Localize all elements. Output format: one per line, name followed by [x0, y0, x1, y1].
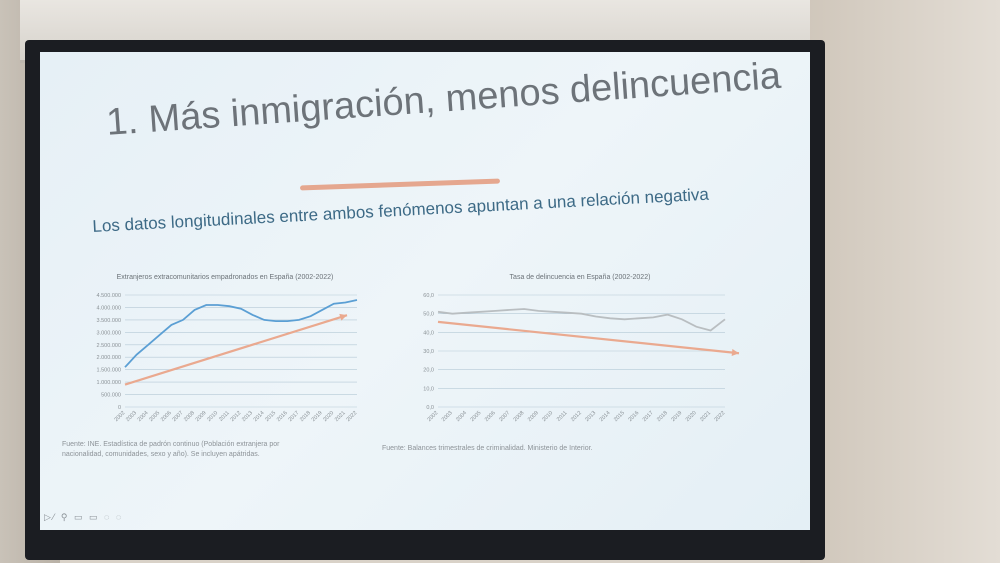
x-tick-label: 2011: [556, 410, 569, 423]
x-tick-label: 2017: [288, 410, 301, 423]
x-tick-label: 2009: [527, 410, 540, 423]
x-tick-label: 2002: [427, 410, 440, 423]
slide-subtitle: Los datos longitudinales entre ambos fen…: [92, 184, 710, 236]
x-tick-label: 2014: [599, 410, 612, 423]
chart-title: Tasa de delincuencia en España (2002-202…: [510, 274, 651, 281]
x-tick-label: 2021: [699, 410, 712, 423]
x-tick-label: 2022: [346, 410, 359, 423]
series-line: [124, 299, 358, 368]
trend-arrow: [437, 320, 740, 355]
chart-crime: Tasa de delincuencia en España (2002-202…: [400, 267, 760, 437]
x-tick-label: 2014: [253, 410, 266, 423]
x-tick-label: 2011: [218, 410, 231, 423]
x-tick-label: 2021: [334, 410, 347, 423]
chart-immigrants-svg: Extranjeros extracomunitarios empadronad…: [97, 274, 359, 423]
x-tick-label: 2018: [299, 410, 312, 423]
x-tick-label: 2020: [322, 410, 335, 423]
y-tick-label: 4.500.000: [97, 293, 121, 299]
x-tick-label: 2019: [670, 410, 683, 423]
y-tick-label: 50,0: [423, 312, 434, 318]
y-tick-label: 1.000.000: [97, 380, 121, 386]
x-tick-label: 2002: [114, 410, 127, 423]
title-underline: [299, 178, 501, 191]
x-tick-label: 2012: [570, 410, 583, 423]
presentation-slide: 1. Más inmigración, menos delincuencia L…: [40, 52, 810, 530]
x-tick-label: 2004: [455, 410, 468, 423]
x-tick-label: 2006: [484, 410, 497, 423]
y-tick-label: 0: [118, 405, 121, 411]
y-tick-label: 500.000: [101, 393, 121, 399]
x-tick-label: 2006: [160, 410, 173, 423]
y-tick-label: 3.000.000: [97, 330, 121, 336]
chart-title: Extranjeros extracomunitarios empadronad…: [117, 274, 334, 281]
y-tick-label: 4.000.000: [97, 305, 121, 311]
y-tick-label: 0,0: [426, 405, 434, 411]
chart-crime-svg: Tasa de delincuencia en España (2002-202…: [423, 274, 740, 423]
trend-arrow-head: [339, 313, 347, 321]
slide-title: 1. Más inmigración, menos delincuencia: [105, 54, 783, 144]
x-tick-label: 2013: [584, 410, 597, 423]
y-tick-label: 40,0: [423, 330, 434, 336]
x-tick-label: 2003: [441, 410, 454, 423]
x-tick-label: 2020: [685, 410, 698, 423]
x-tick-label: 2009: [195, 410, 208, 423]
x-tick-label: 2003: [125, 410, 138, 423]
x-tick-label: 2004: [137, 410, 150, 423]
chart-crime-source: Fuente: Balances trimestrales de crimina…: [382, 445, 593, 452]
x-tick-label: 2013: [241, 410, 254, 423]
x-tick-label: 2005: [148, 410, 161, 423]
y-tick-label: 2.500.000: [97, 343, 121, 349]
y-tick-label: 20,0: [423, 368, 434, 374]
x-tick-label: 2019: [311, 410, 324, 423]
x-tick-label: 2022: [714, 410, 727, 423]
chart-immigrants: Extranjeros extracomunitarios empadronad…: [75, 267, 365, 437]
x-tick-label: 2005: [470, 410, 483, 423]
x-tick-label: 2017: [642, 410, 655, 423]
x-tick-label: 2007: [172, 410, 185, 423]
slideshow-controls[interactable]: ▷⁄ ⚲ ▭ ▭ ◌ ◌: [44, 512, 124, 522]
x-tick-label: 2010: [206, 410, 219, 423]
x-tick-label: 2015: [613, 410, 626, 423]
y-tick-label: 2.000.000: [97, 355, 121, 361]
x-tick-label: 2010: [541, 410, 554, 423]
wall-right: [800, 0, 1000, 563]
x-tick-label: 2012: [230, 410, 243, 423]
y-tick-label: 10,0: [423, 386, 434, 392]
y-tick-label: 60,0: [423, 293, 434, 299]
x-tick-label: 2016: [627, 410, 640, 423]
x-tick-label: 2008: [183, 410, 196, 423]
y-tick-label: 30,0: [423, 349, 434, 355]
chart-immigrants-source: Fuente: INE. Estadística de padrón conti…: [62, 441, 280, 458]
y-tick-label: 1.500.000: [97, 368, 121, 374]
trend-arrow: [124, 314, 348, 386]
x-tick-label: 2016: [276, 410, 289, 423]
x-tick-label: 2015: [264, 410, 277, 423]
x-tick-label: 2008: [513, 410, 526, 423]
trend-arrow-head: [731, 349, 739, 356]
y-tick-label: 3.500.000: [97, 318, 121, 324]
x-tick-label: 2007: [498, 410, 511, 423]
series-line: [437, 308, 726, 332]
x-tick-label: 2018: [656, 410, 669, 423]
